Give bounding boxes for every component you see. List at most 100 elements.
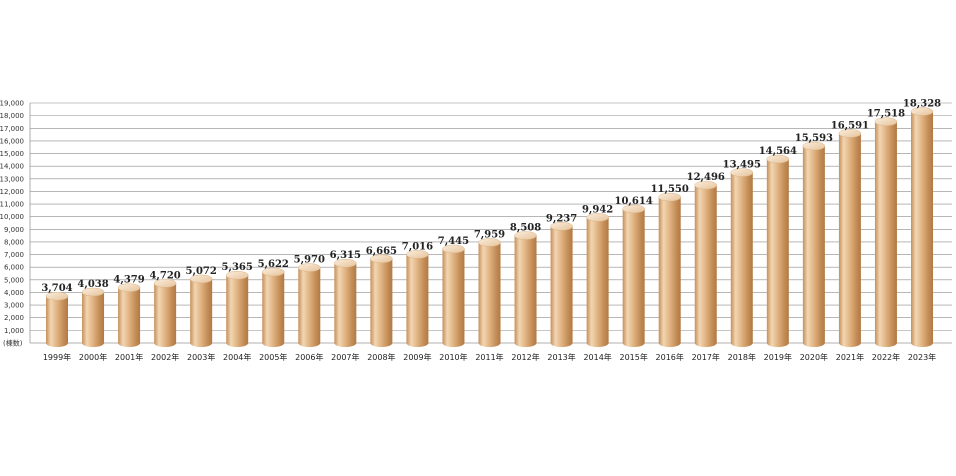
x-axis: 1999年 2000年 2001年 2002年 2003年 2004年 2005年 2006年… — [43, 352, 936, 362]
bar — [694, 180, 717, 347]
data-label: 5,622 — [258, 259, 289, 270]
data-label: 13,495 — [723, 160, 761, 171]
bar — [478, 238, 501, 347]
data-label: 9,237 — [546, 213, 577, 224]
grid-lines — [29, 102, 952, 344]
bar-cap — [117, 283, 141, 292]
bar-cap — [298, 263, 321, 272]
bar-cap — [694, 180, 717, 190]
y-tick-label: 9,000 — [4, 226, 24, 234]
data-label: 11,550 — [651, 184, 689, 195]
data-label: 4,379 — [113, 275, 144, 286]
x-tick-label: 2015年 — [619, 352, 647, 362]
y-tick-label: 11,000 — [0, 201, 24, 209]
data-label: 14,564 — [759, 146, 797, 157]
bar-cap — [766, 154, 790, 164]
x-tick-label: 2001年 — [115, 352, 143, 362]
x-tick-label: 2017年 — [692, 352, 720, 362]
bar-body — [874, 121, 897, 347]
x-tick-label: 1999年 — [43, 352, 71, 362]
bar-cap — [370, 254, 393, 264]
y-tick-label: 6,000 — [4, 264, 24, 272]
bar-cap — [189, 274, 213, 284]
y-tick-label: 17,000 — [0, 125, 24, 133]
bar-cap — [442, 244, 465, 254]
x-tick-label: 2004年 — [223, 352, 251, 362]
bar-cap — [334, 258, 357, 268]
bar-body — [622, 208, 645, 347]
bar-cap — [262, 267, 285, 277]
x-tick-label: 2016年 — [656, 352, 684, 362]
bar — [874, 117, 898, 347]
bar — [189, 274, 213, 347]
bar-cap — [802, 141, 826, 151]
data-label: 9,942 — [582, 204, 613, 215]
bar — [838, 129, 862, 347]
bar-body — [442, 248, 465, 347]
x-tick-label: 2023年 — [908, 352, 936, 362]
bar — [225, 270, 249, 347]
y-tick-label: 5,000 — [4, 276, 24, 284]
bar-body — [694, 185, 717, 347]
bar-body — [406, 254, 429, 347]
bar — [298, 263, 321, 347]
bar-cap — [406, 250, 429, 259]
bar-cap — [153, 279, 177, 288]
bar-body — [118, 287, 141, 347]
data-label: 17,518 — [867, 109, 905, 120]
data-label: 5,072 — [186, 266, 217, 277]
x-tick-label: 2014年 — [583, 352, 611, 362]
bar-cap — [658, 192, 681, 202]
bar-body — [478, 242, 501, 347]
y-tick-label: 16,000 — [0, 137, 24, 145]
bar-cap — [910, 107, 934, 116]
bars: 3,704 4,038 4,379 4,720 5,072 5,365 5,622 5,970… — [41, 98, 941, 347]
bar-body — [586, 217, 609, 347]
data-label: 16,591 — [831, 120, 869, 131]
x-tick-label: 2021年 — [836, 352, 864, 362]
bar-cap — [622, 204, 645, 214]
bar-cap — [550, 222, 573, 231]
data-label: 18,328 — [903, 98, 941, 109]
data-label: 6,315 — [330, 250, 361, 261]
y-axis: 1,000 2,000 3,000 4,000 5,000 6,000 7,000 8,000… — [0, 100, 24, 348]
y-axis-unit: (棟数) — [3, 339, 23, 348]
bar-body — [190, 278, 213, 347]
x-tick-label: 2018年 — [728, 352, 756, 362]
bar — [334, 258, 357, 347]
bar — [370, 254, 393, 347]
bar-body — [730, 172, 753, 347]
data-label: 4,038 — [77, 279, 108, 290]
x-tick-label: 2019年 — [764, 352, 792, 362]
data-label: 5,365 — [222, 262, 253, 273]
y-tick-label: 10,000 — [0, 213, 24, 221]
bar — [910, 107, 934, 347]
bar-body — [370, 258, 393, 347]
bar — [442, 244, 465, 347]
x-tick-label: 2003年 — [187, 352, 215, 362]
x-tick-label: 2000年 — [79, 352, 107, 362]
bar-cap — [225, 270, 249, 280]
bar-body — [226, 275, 249, 347]
bar — [81, 287, 105, 347]
bar-body — [334, 263, 357, 347]
bar-body — [514, 235, 537, 347]
bar — [262, 267, 285, 347]
y-tick-label: 15,000 — [0, 150, 24, 158]
y-tick-label: 3,000 — [4, 302, 24, 310]
y-tick-label: 1,000 — [4, 327, 24, 335]
bar — [730, 168, 754, 347]
y-tick-label: 13,000 — [0, 175, 24, 183]
bar — [45, 291, 69, 347]
data-label: 4,720 — [149, 270, 180, 281]
bar — [802, 141, 826, 347]
bar-body — [911, 111, 933, 347]
x-tick-label: 2008年 — [367, 352, 395, 362]
data-label: 7,959 — [474, 229, 505, 240]
y-tick-label: 2,000 — [4, 314, 24, 322]
bar-cap — [81, 287, 105, 297]
x-tick-label: 2002年 — [151, 352, 179, 362]
bar-cap — [478, 238, 501, 247]
x-tick-label: 2007年 — [331, 352, 359, 362]
